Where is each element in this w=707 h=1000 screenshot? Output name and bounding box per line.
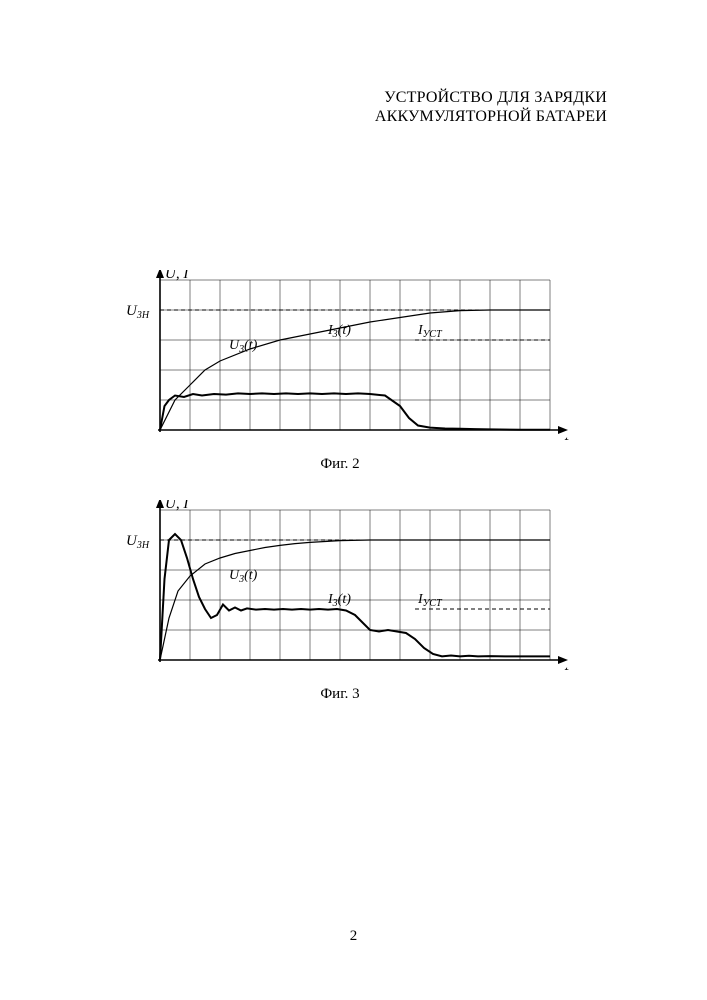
figure-3-chart: U, ItU3НU3(t)I3(t)IУСТ <box>120 500 580 670</box>
title-line-1: УСТРОЙСТВО ДЛЯ ЗАРЯДКИ <box>384 89 607 106</box>
svg-text:U3Н: U3Н <box>126 303 150 321</box>
svg-text:U, I: U, I <box>165 500 189 512</box>
figure-3: U, ItU3НU3(t)I3(t)IУСТ Фиг. 3 <box>120 500 580 703</box>
figure-3-caption: Фиг. 3 <box>120 686 560 703</box>
svg-text:U3(t): U3(t) <box>229 568 258 585</box>
figure-2-chart: U, ItU3НU3(t)I3(t)IУСТ <box>120 270 580 440</box>
figure-2-caption: Фиг. 2 <box>120 456 560 473</box>
document-title: УСТРОЙСТВО ДЛЯ ЗАРЯДКИ АККУМУЛЯТОРНОЙ БА… <box>0 88 607 126</box>
title-line-2: АККУМУЛЯТОРНОЙ БАТАРЕИ <box>375 108 607 125</box>
svg-text:t: t <box>564 434 569 440</box>
svg-text:t: t <box>564 664 569 670</box>
svg-text:I3(t): I3(t) <box>327 323 351 340</box>
svg-text:I3(t): I3(t) <box>327 592 351 609</box>
page-number: 2 <box>0 928 707 945</box>
svg-text:U3(t): U3(t) <box>229 338 258 355</box>
svg-text:U, I: U, I <box>165 270 189 282</box>
figure-2: U, ItU3НU3(t)I3(t)IУСТ Фиг. 2 <box>120 270 580 473</box>
svg-text:U3Н: U3Н <box>126 533 150 551</box>
